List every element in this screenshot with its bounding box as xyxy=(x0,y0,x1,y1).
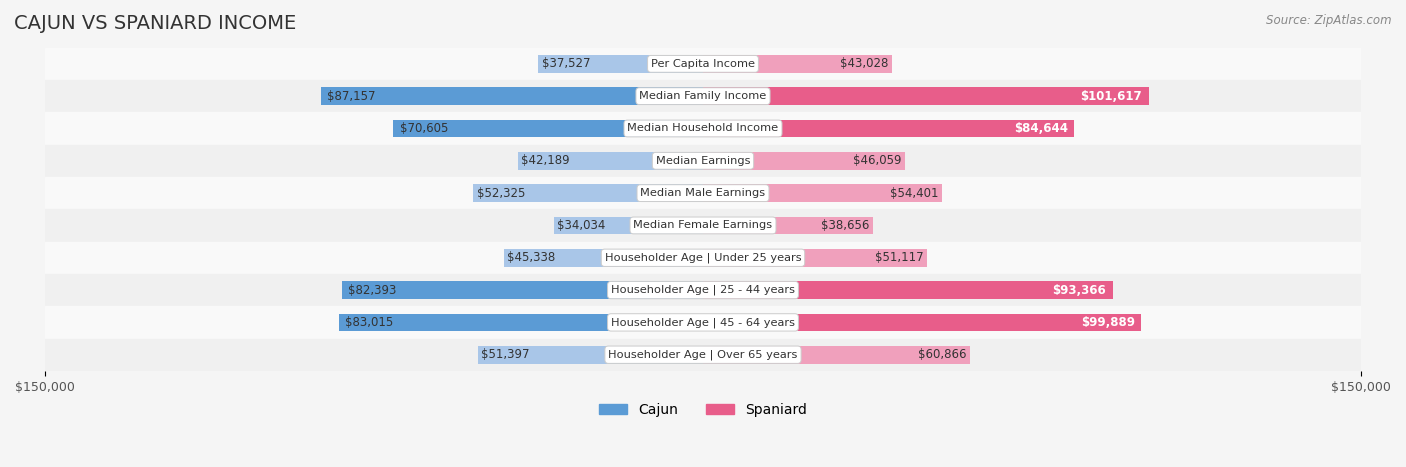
Text: $84,644: $84,644 xyxy=(1014,122,1067,135)
Text: $60,866: $60,866 xyxy=(918,348,967,361)
Text: Householder Age | 25 - 44 years: Householder Age | 25 - 44 years xyxy=(612,285,794,295)
Bar xyxy=(339,313,703,331)
Text: $99,889: $99,889 xyxy=(1081,316,1135,329)
Bar xyxy=(703,249,927,267)
Bar xyxy=(703,87,1149,105)
Text: Per Capita Income: Per Capita Income xyxy=(651,59,755,69)
Text: Median Female Earnings: Median Female Earnings xyxy=(634,220,772,230)
Text: $43,028: $43,028 xyxy=(841,57,889,71)
Bar xyxy=(538,55,703,73)
Bar xyxy=(703,281,1112,299)
Bar xyxy=(703,184,942,202)
Text: $82,393: $82,393 xyxy=(349,283,396,297)
Text: $42,189: $42,189 xyxy=(522,154,569,167)
Bar xyxy=(45,113,1361,145)
Bar xyxy=(45,48,1361,80)
Bar xyxy=(45,274,1361,306)
Text: Householder Age | Over 65 years: Householder Age | Over 65 years xyxy=(609,349,797,360)
Bar xyxy=(45,209,1361,241)
Bar xyxy=(703,217,873,234)
Text: $46,059: $46,059 xyxy=(853,154,901,167)
Bar xyxy=(45,339,1361,371)
Bar xyxy=(45,177,1361,209)
Bar xyxy=(505,249,703,267)
Text: CAJUN VS SPANIARD INCOME: CAJUN VS SPANIARD INCOME xyxy=(14,14,297,33)
Text: Source: ZipAtlas.com: Source: ZipAtlas.com xyxy=(1267,14,1392,27)
Legend: Cajun, Spaniard: Cajun, Spaniard xyxy=(593,397,813,422)
Text: Median Earnings: Median Earnings xyxy=(655,156,751,166)
Bar xyxy=(703,313,1142,331)
Bar xyxy=(478,346,703,364)
Text: $51,397: $51,397 xyxy=(481,348,529,361)
Text: $34,034: $34,034 xyxy=(557,219,606,232)
Bar xyxy=(703,152,905,170)
Text: $37,527: $37,527 xyxy=(541,57,591,71)
Bar xyxy=(321,87,703,105)
Bar xyxy=(703,55,891,73)
Text: $83,015: $83,015 xyxy=(346,316,394,329)
Bar xyxy=(474,184,703,202)
Text: Median Male Earnings: Median Male Earnings xyxy=(641,188,765,198)
Text: $101,617: $101,617 xyxy=(1081,90,1142,103)
Text: $70,605: $70,605 xyxy=(399,122,449,135)
Text: $52,325: $52,325 xyxy=(477,187,524,199)
Bar xyxy=(703,120,1074,137)
Bar xyxy=(45,80,1361,113)
Bar xyxy=(45,145,1361,177)
Bar xyxy=(342,281,703,299)
Bar xyxy=(703,346,970,364)
Text: $38,656: $38,656 xyxy=(821,219,869,232)
Bar xyxy=(45,306,1361,339)
Text: $87,157: $87,157 xyxy=(328,90,375,103)
Text: Median Family Income: Median Family Income xyxy=(640,91,766,101)
Text: Householder Age | Under 25 years: Householder Age | Under 25 years xyxy=(605,253,801,263)
Bar xyxy=(517,152,703,170)
Bar xyxy=(45,241,1361,274)
Bar xyxy=(554,217,703,234)
Bar xyxy=(394,120,703,137)
Text: $54,401: $54,401 xyxy=(890,187,938,199)
Text: Householder Age | 45 - 64 years: Householder Age | 45 - 64 years xyxy=(612,317,794,328)
Text: $45,338: $45,338 xyxy=(508,251,555,264)
Text: $51,117: $51,117 xyxy=(876,251,924,264)
Text: $93,366: $93,366 xyxy=(1052,283,1107,297)
Text: Median Household Income: Median Household Income xyxy=(627,123,779,134)
